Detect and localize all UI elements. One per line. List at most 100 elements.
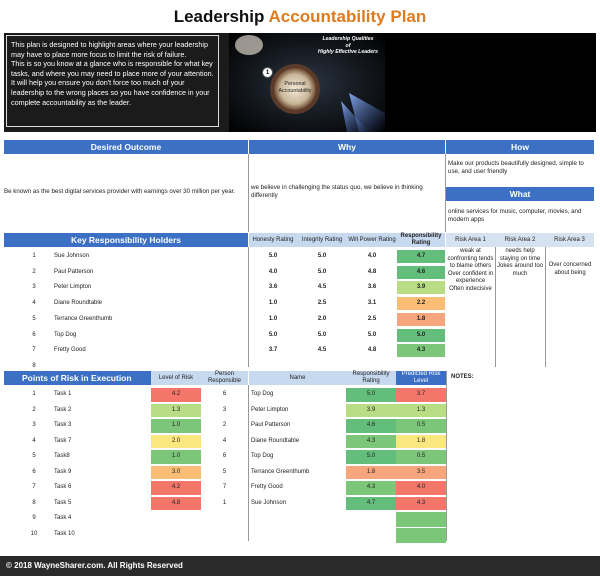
responsibility-rating: 1.8 <box>397 312 445 326</box>
task-name: Task 9 <box>54 468 72 475</box>
resp-rating: 4.3 <box>346 434 396 448</box>
intro-line: This plan is designed to highlight areas… <box>11 40 208 59</box>
person-responsible: 6 <box>222 453 227 459</box>
risk3-col: Risk Area 3 <box>545 233 594 247</box>
predicted-risk: 3.5 <box>396 465 446 479</box>
predicted-risk: 1.3 <box>396 403 446 417</box>
person-col: Person Responsible <box>201 371 248 385</box>
resp-rating: 4.6 <box>346 419 396 433</box>
holder-name: Fretty Good <box>54 347 86 354</box>
level-of-risk: 3.0 <box>151 465 201 479</box>
resp-rating: 4.3 <box>346 481 396 495</box>
responsible-name: Sue Johnson <box>251 499 287 506</box>
resp-rating: 5.0 <box>346 388 396 402</box>
holder-number: 3 <box>32 284 36 291</box>
task-name: Task 1 <box>54 391 72 397</box>
integrity-rating: 4.5 <box>317 347 327 354</box>
holder-name: Peter Limpton <box>54 284 92 291</box>
why-text: we believe in challenging the status quo… <box>251 184 423 199</box>
willpower-col: Will Power Rating <box>347 233 397 247</box>
integrity-rating: 2.0 <box>317 315 327 322</box>
holder-number: 8 <box>32 362 36 369</box>
task-number: 7 <box>32 484 36 490</box>
page-title: Leadership Accountability Plan <box>173 7 427 26</box>
person-responsible: 5 <box>222 468 227 475</box>
risk1-col: Risk Area 1 <box>446 233 495 247</box>
task-name: Task 2 <box>54 406 72 413</box>
responsible-name <box>251 512 346 526</box>
honesty-rating: 1.0 <box>268 315 278 322</box>
task-number: 8 <box>32 499 36 506</box>
task-name: Task 5 <box>54 499 72 506</box>
level-of-risk: 4.2 <box>151 388 201 402</box>
honesty-rating: 5.0 <box>268 253 278 259</box>
task-number: 3 <box>32 422 36 428</box>
honesty-rating: 1.0 <box>268 300 278 307</box>
risk2-col: Risk Area 2 <box>495 233 545 247</box>
willpower-rating: 5.0 <box>367 331 377 338</box>
responsibility-rating: 5.0 <box>397 328 445 342</box>
honesty-rating: 3.6 <box>268 284 278 291</box>
task-name: Task 6 <box>54 484 72 490</box>
level-of-risk: 1.0 <box>151 450 201 464</box>
responsible-name: Top Dog <box>251 453 274 459</box>
responsibility-col: Responsibility Rating <box>397 233 445 247</box>
resp-rating: 3.9 <box>346 403 396 417</box>
holder-number: 1 <box>32 253 36 259</box>
points-risk-header: Points of Risk in Execution <box>4 371 151 385</box>
risk1-cell: weak at confronting tends to blame other… <box>447 248 494 292</box>
how-header: How <box>446 140 594 154</box>
holder-number: 2 <box>32 268 36 275</box>
predicted-risk: 4.0 <box>396 481 446 495</box>
responsible-name: Peter Limpton <box>251 406 289 413</box>
person-responsible: 3 <box>222 406 227 413</box>
banner-circle-label: Personal Accountability <box>278 81 312 94</box>
holder-name: Paul Patterson <box>54 268 94 275</box>
how-text: Make our products beautifully designed, … <box>448 160 584 175</box>
responsible-name: Fretty Good <box>251 484 283 490</box>
why-header: Why <box>249 140 445 154</box>
level-of-risk: 1.3 <box>151 403 201 417</box>
resp-rating <box>346 528 396 542</box>
risk3-cell: Over concerned about being <box>548 262 592 276</box>
resp-rating-col: Responsibility Rating <box>346 371 396 385</box>
intro-line: It will help you ensure you don't force … <box>11 78 210 107</box>
task-number: 10 <box>30 530 38 537</box>
predicted-risk: 1.8 <box>396 434 446 448</box>
notes-label: NOTES: <box>451 374 474 380</box>
resp-rating: 1.8 <box>346 465 396 479</box>
desired-outcome-text: Be known as the best digital services pr… <box>4 188 236 195</box>
risk2-cell: needs help staying on time Jokes around … <box>496 248 544 277</box>
holder-number: 4 <box>32 300 36 307</box>
what-header: What <box>446 187 594 201</box>
banner-badge: 1 <box>262 67 273 78</box>
person-responsible: 4 <box>222 437 227 444</box>
person-responsible <box>201 512 248 526</box>
name-col: Name <box>249 371 346 385</box>
honesty-rating: 3.7 <box>268 347 278 354</box>
integrity-col: Integrity Rating <box>297 233 347 247</box>
banner-heading: Leadership Qualities of Highly Effective… <box>317 36 379 55</box>
responsible-name: Paul Patterson <box>251 422 291 428</box>
predicted-risk-col: Predicted Risk Level <box>396 371 446 385</box>
level-of-risk: 2.0 <box>151 434 201 448</box>
task-number: 5 <box>32 453 36 459</box>
person-responsible: 1 <box>222 499 227 506</box>
task-number: 4 <box>32 437 36 444</box>
spotlight-illustration <box>229 33 385 132</box>
responsibility-rating: 4.3 <box>397 344 445 358</box>
holder-name: Diane Roundtable <box>54 300 103 307</box>
honesty-rating: 4.0 <box>268 268 278 275</box>
task-number: 9 <box>32 515 36 521</box>
holder-number: 7 <box>32 347 36 354</box>
willpower-rating: 4.0 <box>367 253 377 259</box>
responsible-name: Diane Roundtable <box>251 437 300 444</box>
task-number: 6 <box>32 468 36 475</box>
task-name: Task 7 <box>54 437 72 444</box>
responsible-name: Top Dog <box>251 391 274 397</box>
person-responsible: 6 <box>222 391 227 397</box>
footer-copyright: © 2018 WayneSharer.com. All Rights Reser… <box>0 556 600 576</box>
holder-number: 5 <box>32 315 36 322</box>
level-of-risk <box>151 528 201 542</box>
willpower-rating: 4.8 <box>367 347 377 354</box>
